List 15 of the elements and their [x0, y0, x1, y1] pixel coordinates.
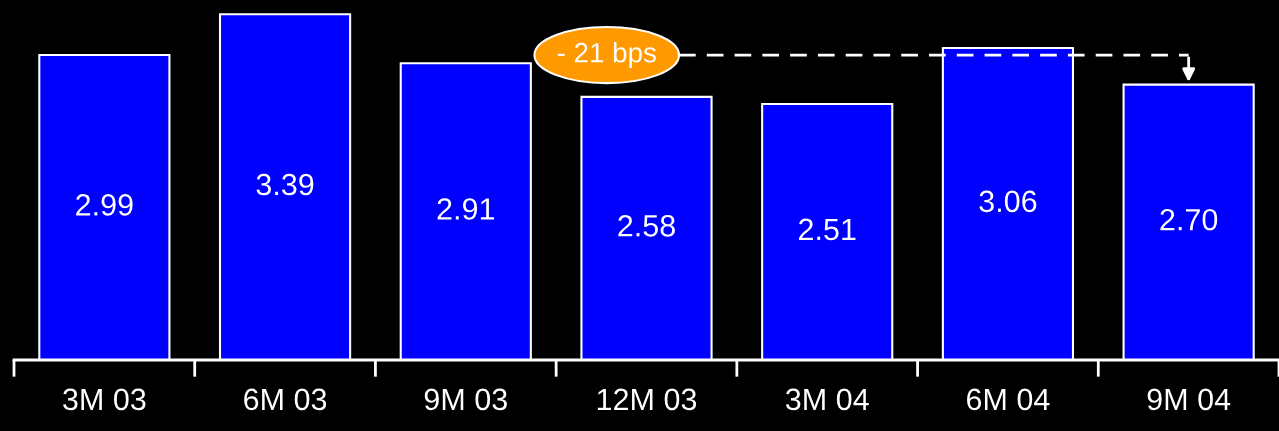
- x-tick-label: 3M 03: [63, 388, 146, 411]
- x-tick-label: 9M 03: [424, 388, 507, 411]
- x-tick-label: 6M 04: [967, 388, 1050, 411]
- data-label: 2.70: [1160, 208, 1218, 231]
- x-tick-label: 9M 04: [1147, 388, 1231, 411]
- data-label: 3.06: [979, 190, 1037, 213]
- x-tick-label: 3M 04: [785, 388, 869, 411]
- data-label: 2.91: [437, 198, 495, 220]
- annotation: - 21 bps: [557, 42, 656, 69]
- x-tick-label: 6M 03: [244, 388, 327, 411]
- data-label: 3.39: [256, 173, 314, 196]
- data-label: 2.58: [618, 215, 675, 237]
- x-tick-label: 12M 03: [597, 388, 697, 411]
- data-label: 2.51: [799, 218, 856, 241]
- data-label: 2.99: [76, 194, 133, 216]
